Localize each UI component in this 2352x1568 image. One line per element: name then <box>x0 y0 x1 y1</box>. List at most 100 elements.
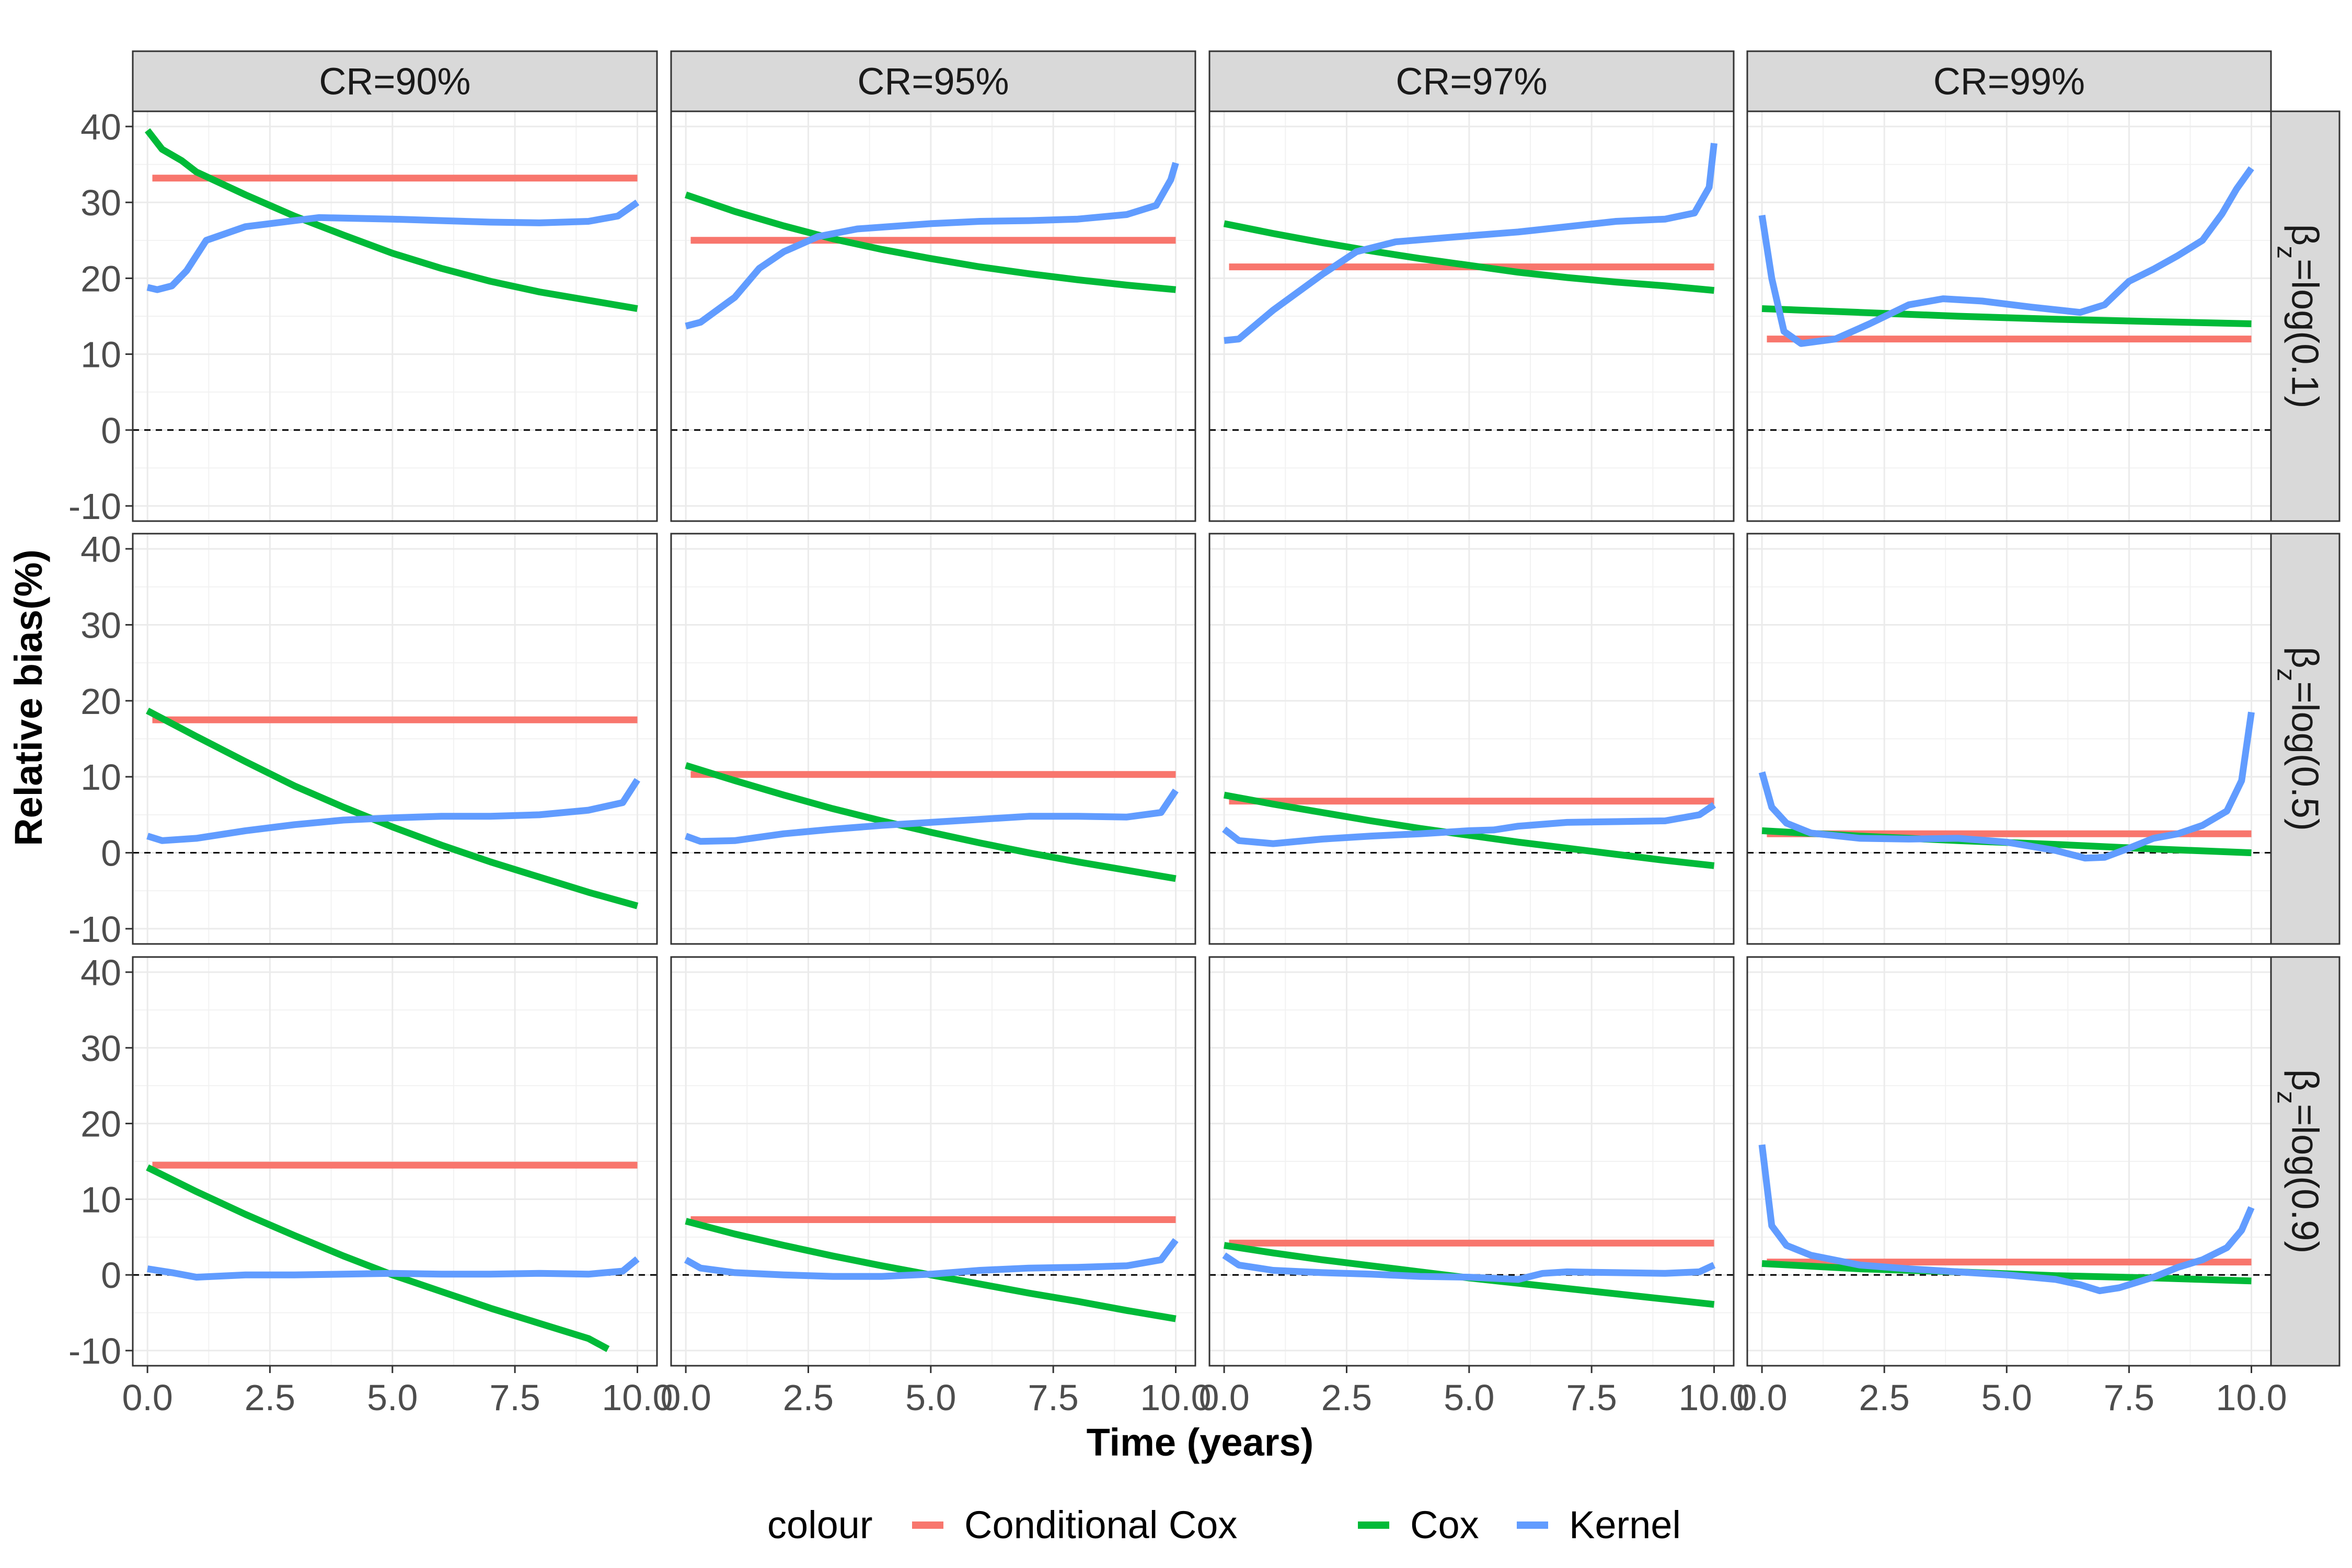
y-tick-label: 40 <box>80 529 121 570</box>
series-line-cox <box>685 191 1177 293</box>
legend-entry-conditional-cox: Conditional Cox <box>912 1503 1237 1547</box>
strip-background <box>132 50 658 112</box>
col-strip-2: CR=97% <box>1208 50 1735 112</box>
x-tick-label: 5.0 <box>1444 1377 1494 1418</box>
series-line-kernel <box>147 1256 640 1281</box>
y-tick-label: 20 <box>80 258 121 299</box>
series-line-cox <box>1223 220 1715 294</box>
panel-r1-c3 <box>1746 533 2272 945</box>
row-strip-0: βz=log(0.1) <box>2270 110 2341 522</box>
row-strip-1: βz=log(0.5) <box>2270 533 2341 945</box>
x-axis: 0.0 2.5 5.0 7.5 10.00.0 2.5 5.0 7.5 10.00.0 2.5 5.… <box>122 1366 2287 1418</box>
row-strip-label-subscript: z <box>2272 668 2301 682</box>
y-tick-label: 10 <box>80 1179 121 1220</box>
x-tick-label: 0.0 <box>1736 1377 1787 1418</box>
panel-r2-c1 <box>670 956 1196 1367</box>
y-tick-label: 30 <box>80 1028 121 1069</box>
x-tick-label: 2.5 <box>783 1377 834 1418</box>
series-line-kernel <box>146 778 640 844</box>
series-line-cox <box>1761 305 2252 327</box>
x-tick-label: 0.0 <box>122 1377 172 1418</box>
x-tick-label: 5.0 <box>367 1377 418 1418</box>
series-line-cox <box>685 762 1177 882</box>
series-line-kernel <box>146 199 640 293</box>
strip-background <box>2270 110 2341 522</box>
series-line-kernel <box>1222 802 1716 847</box>
panel-r0-c3 <box>1746 110 2272 522</box>
row-strip-label-value: =log(0.1) <box>2284 259 2326 408</box>
strip-background <box>2270 956 2341 1367</box>
legend-title: colour <box>767 1503 873 1547</box>
x-tick-label: 0.0 <box>1198 1377 1249 1418</box>
panel-r1-c0 <box>132 533 658 945</box>
series-line-kernel <box>1758 1144 2255 1295</box>
y-tick-label: 30 <box>80 182 121 223</box>
series-line-cox <box>144 128 638 312</box>
col-strip-3: CR=99% <box>1746 50 2272 112</box>
y-tick-label: 0 <box>101 410 121 451</box>
y-tick-label: -10 <box>68 1331 121 1371</box>
panel-border <box>670 533 1196 945</box>
y-tick-label: 40 <box>80 107 121 147</box>
strip-background <box>1746 50 2272 112</box>
panel-border <box>132 956 658 1367</box>
row-strip-label-subscript: z <box>2272 1091 2301 1104</box>
row-strip-label-beta: β <box>2284 647 2326 668</box>
row-strip-label-beta: β <box>2284 1069 2326 1091</box>
panel-r1-c2 <box>1208 533 1735 945</box>
row-strip-label-beta: β <box>2284 224 2326 246</box>
x-tick-label: 10.0 <box>602 1377 673 1418</box>
column-facet-strips: CR=90% CR=95% CR=97% CR=99% <box>132 50 2272 112</box>
col-strip-label: CR=95% <box>857 61 1009 103</box>
series-line-kernel <box>1224 143 1717 344</box>
row-strip-2: βz=log(0.9) <box>2270 956 2341 1367</box>
panel-r2-c3 <box>1746 956 2272 1367</box>
panel-r0-c1 <box>670 110 1196 522</box>
strip-background <box>1208 50 1735 112</box>
legend-label: Conditional Cox <box>964 1503 1237 1547</box>
row-strip-label-value: =log(0.5) <box>2284 682 2326 831</box>
panel-border <box>1208 533 1735 945</box>
panel-border <box>670 956 1196 1367</box>
x-tick-label: 7.5 <box>1028 1377 1079 1418</box>
x-tick-label: 5.0 <box>905 1377 956 1418</box>
series-line-kernel <box>684 788 1179 845</box>
panel-r1-c1 <box>670 533 1196 945</box>
y-tick-label: 20 <box>80 681 121 722</box>
x-tick-label: 5.0 <box>1981 1377 2032 1418</box>
legend-label: Cox <box>1410 1503 1479 1547</box>
y-tick-label: 10 <box>80 335 121 375</box>
col-strip-label: CR=90% <box>319 61 470 103</box>
panel-r2-c2 <box>1208 956 1735 1367</box>
y-tick-label: 10 <box>80 757 121 798</box>
x-tick-label: 7.5 <box>1566 1377 1617 1418</box>
series-line-cox <box>1223 791 1715 869</box>
panel-border <box>1208 956 1735 1367</box>
row-strip-label: βz=log(0.1) <box>2272 224 2326 409</box>
panel-r0-c0 <box>132 110 658 522</box>
series-line-kernel <box>1758 711 2255 862</box>
x-tick-label: 2.5 <box>1321 1377 1372 1418</box>
panel-r0-c2 <box>1208 110 1735 522</box>
series-line-kernel <box>1222 1252 1716 1283</box>
y-tick-label: 0 <box>101 1255 121 1296</box>
panel-border <box>132 533 658 945</box>
panel-r2-c0 <box>132 956 658 1367</box>
col-strip-0: CR=90% <box>132 50 658 112</box>
x-axis-title: Time (years) <box>1087 1421 1314 1464</box>
x-tick-label: 2.5 <box>245 1377 295 1418</box>
strip-background <box>670 50 1196 112</box>
x-tick-label: 10.0 <box>1678 1377 1749 1418</box>
x-tick-label: 2.5 <box>1859 1377 1910 1418</box>
row-strip-label-subscript: z <box>2272 246 2301 259</box>
y-axis-title: Relative bias(%) <box>7 549 50 846</box>
series-line-kernel <box>685 162 1179 330</box>
y-tick-label: 20 <box>80 1104 121 1145</box>
col-strip-label: CR=99% <box>1933 61 2085 103</box>
y-tick-label: 0 <box>101 833 121 874</box>
y-tick-label: -10 <box>68 486 121 527</box>
row-strip-label: βz=log(0.5) <box>2272 647 2326 831</box>
x-tick-label: 7.5 <box>490 1377 540 1418</box>
row-strip-label: βz=log(0.9) <box>2272 1069 2326 1254</box>
